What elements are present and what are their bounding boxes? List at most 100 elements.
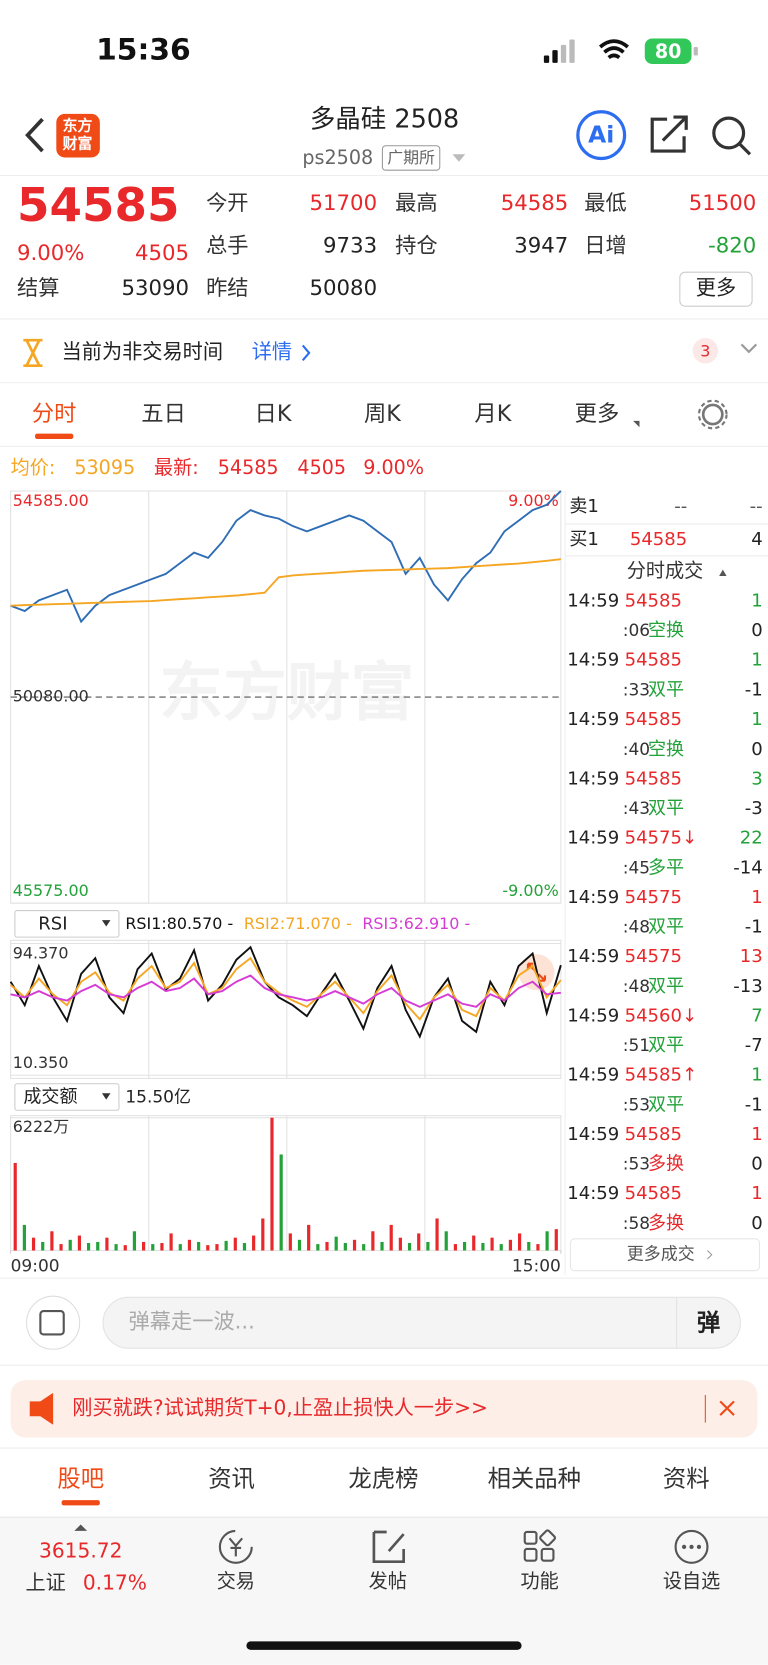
volume-bar <box>343 1243 347 1251</box>
field-label: 最低 <box>584 191 626 216</box>
exchange-badge <box>381 145 441 171</box>
notice-bar[interactable] <box>0 318 768 383</box>
ai-label[interactable]: Ai <box>588 121 614 149</box>
content-tab[interactable]: 股吧 <box>57 1464 104 1492</box>
post-icon <box>372 1530 405 1564</box>
field-label: 昨结 <box>206 276 248 301</box>
trade-kind: 空换 <box>648 739 684 760</box>
period-tab[interactable]: 日K <box>255 401 293 427</box>
more-arrow <box>707 1250 713 1260</box>
indicator-name[interactable]: RSI <box>38 913 67 934</box>
volume-bar <box>499 1244 503 1251</box>
field-value: 3947 <box>514 234 568 259</box>
volume-bar <box>206 1245 210 1251</box>
nav-item[interactable]: 发帖 <box>369 1569 407 1592</box>
trade-second: :58 <box>623 1214 650 1234</box>
indicator-name[interactable]: 成交额 <box>23 1087 77 1108</box>
volume-bar <box>316 1244 320 1251</box>
period-tab[interactable]: 更多 <box>575 401 620 427</box>
nav-item[interactable]: 设自选 <box>663 1569 720 1592</box>
volume-bar <box>13 1162 17 1251</box>
content-tab[interactable]: 资讯 <box>208 1464 255 1492</box>
trade-second: :40 <box>623 740 650 760</box>
volume-bar <box>105 1237 109 1251</box>
back-button[interactable] <box>25 117 44 153</box>
logo-text: 东方 <box>63 117 93 135</box>
wifi-icon <box>598 39 629 60</box>
watermark: 东方财富 <box>159 657 414 731</box>
trade-second: :51 <box>623 1036 650 1056</box>
ai-button[interactable] <box>576 110 627 161</box>
dropdown-caret[interactable] <box>452 154 466 162</box>
volume-bar <box>518 1233 522 1251</box>
content-tab[interactable]: 资料 <box>663 1464 710 1492</box>
volume-bar <box>151 1244 155 1251</box>
settings-icon[interactable] <box>701 403 724 426</box>
trade-volume: 7 <box>751 1005 762 1026</box>
trade-volume: 1 <box>751 590 762 611</box>
more-button[interactable] <box>679 271 753 307</box>
functions-icon <box>523 1529 557 1562</box>
trade-price: 54585 <box>625 590 682 611</box>
trades-title: 分时成交 <box>627 559 703 582</box>
indicator-selector[interactable] <box>14 1083 120 1111</box>
y-tick-label: 45575.00 <box>13 881 89 900</box>
volume-bar <box>22 1224 26 1251</box>
period-tab[interactable]: 五日 <box>141 401 186 427</box>
period-tab[interactable]: 分时 <box>32 401 77 427</box>
legend-value: 53095 <box>74 456 135 479</box>
content-tab[interactable]: 龙虎榜 <box>348 1464 418 1492</box>
trade-second: :48 <box>623 918 650 938</box>
trade-time: 14:59 <box>567 828 619 849</box>
selector-caret <box>101 920 111 927</box>
nav-item[interactable]: 功能 <box>521 1569 559 1592</box>
ad-banner[interactable] <box>10 1380 758 1438</box>
field-value: 53090 <box>122 276 190 301</box>
close-ad-button[interactable] <box>719 1400 735 1416</box>
field-label: 持仓 <box>395 234 437 259</box>
app-logo[interactable] <box>56 113 100 158</box>
book-price: -- <box>674 496 687 517</box>
content-tab[interactable]: 相关品种 <box>488 1464 581 1492</box>
danmaku-toggle[interactable] <box>26 1295 81 1350</box>
volume-bar <box>380 1241 384 1251</box>
book-label: 买1 <box>569 529 599 550</box>
period-tab[interactable]: 周K <box>364 401 402 427</box>
hourglass-icon <box>23 338 43 367</box>
trade-kind: 双平 <box>648 679 684 700</box>
trade-kind: 多换 <box>648 1213 684 1234</box>
period-tab[interactable]: 月K <box>474 401 512 427</box>
signal-icon <box>543 39 575 63</box>
field-value: 54585 <box>501 191 569 216</box>
legend-value: 54585 <box>218 456 279 479</box>
trade-diff: 0 <box>751 1213 762 1234</box>
indicator-selector[interactable] <box>14 910 120 938</box>
more-trades-button[interactable] <box>569 1238 761 1272</box>
trade-volume: 1 <box>751 887 762 908</box>
field-value: 9733 <box>323 234 377 259</box>
volume-bar <box>123 1245 127 1251</box>
more-trades-label[interactable]: 更多成交 <box>627 1245 695 1265</box>
nav-item[interactable]: 交易 <box>217 1569 255 1592</box>
comment-input[interactable] <box>102 1296 741 1349</box>
series-line <box>10 558 561 607</box>
trade-price: 54585 <box>625 1124 682 1145</box>
trade-kind: 双平 <box>648 1094 684 1115</box>
trade-time: 14:59 <box>567 1065 619 1086</box>
trade-second: :45 <box>623 858 650 878</box>
trade-volume: 13 <box>740 946 763 967</box>
notice-link[interactable]: 详情 <box>252 339 292 363</box>
ad-text[interactable]: 刚买就跌?试试期货T+0,止盈止损快人一步>> <box>72 1395 488 1419</box>
share-button[interactable] <box>650 115 688 153</box>
trade-price: 54575 <box>625 887 682 908</box>
change: 4505 <box>135 241 189 266</box>
danmaku-button[interactable]: 弹 <box>697 1308 720 1336</box>
trade-diff: -3 <box>745 798 763 819</box>
expand-icon[interactable] <box>740 343 758 354</box>
legend-label: 均价: <box>11 456 56 479</box>
volume-bar <box>77 1235 81 1251</box>
volume-bar <box>41 1241 45 1251</box>
trade-diff: -1 <box>745 679 763 700</box>
more-label[interactable]: 更多 <box>696 276 736 300</box>
search-button[interactable] <box>712 116 746 150</box>
